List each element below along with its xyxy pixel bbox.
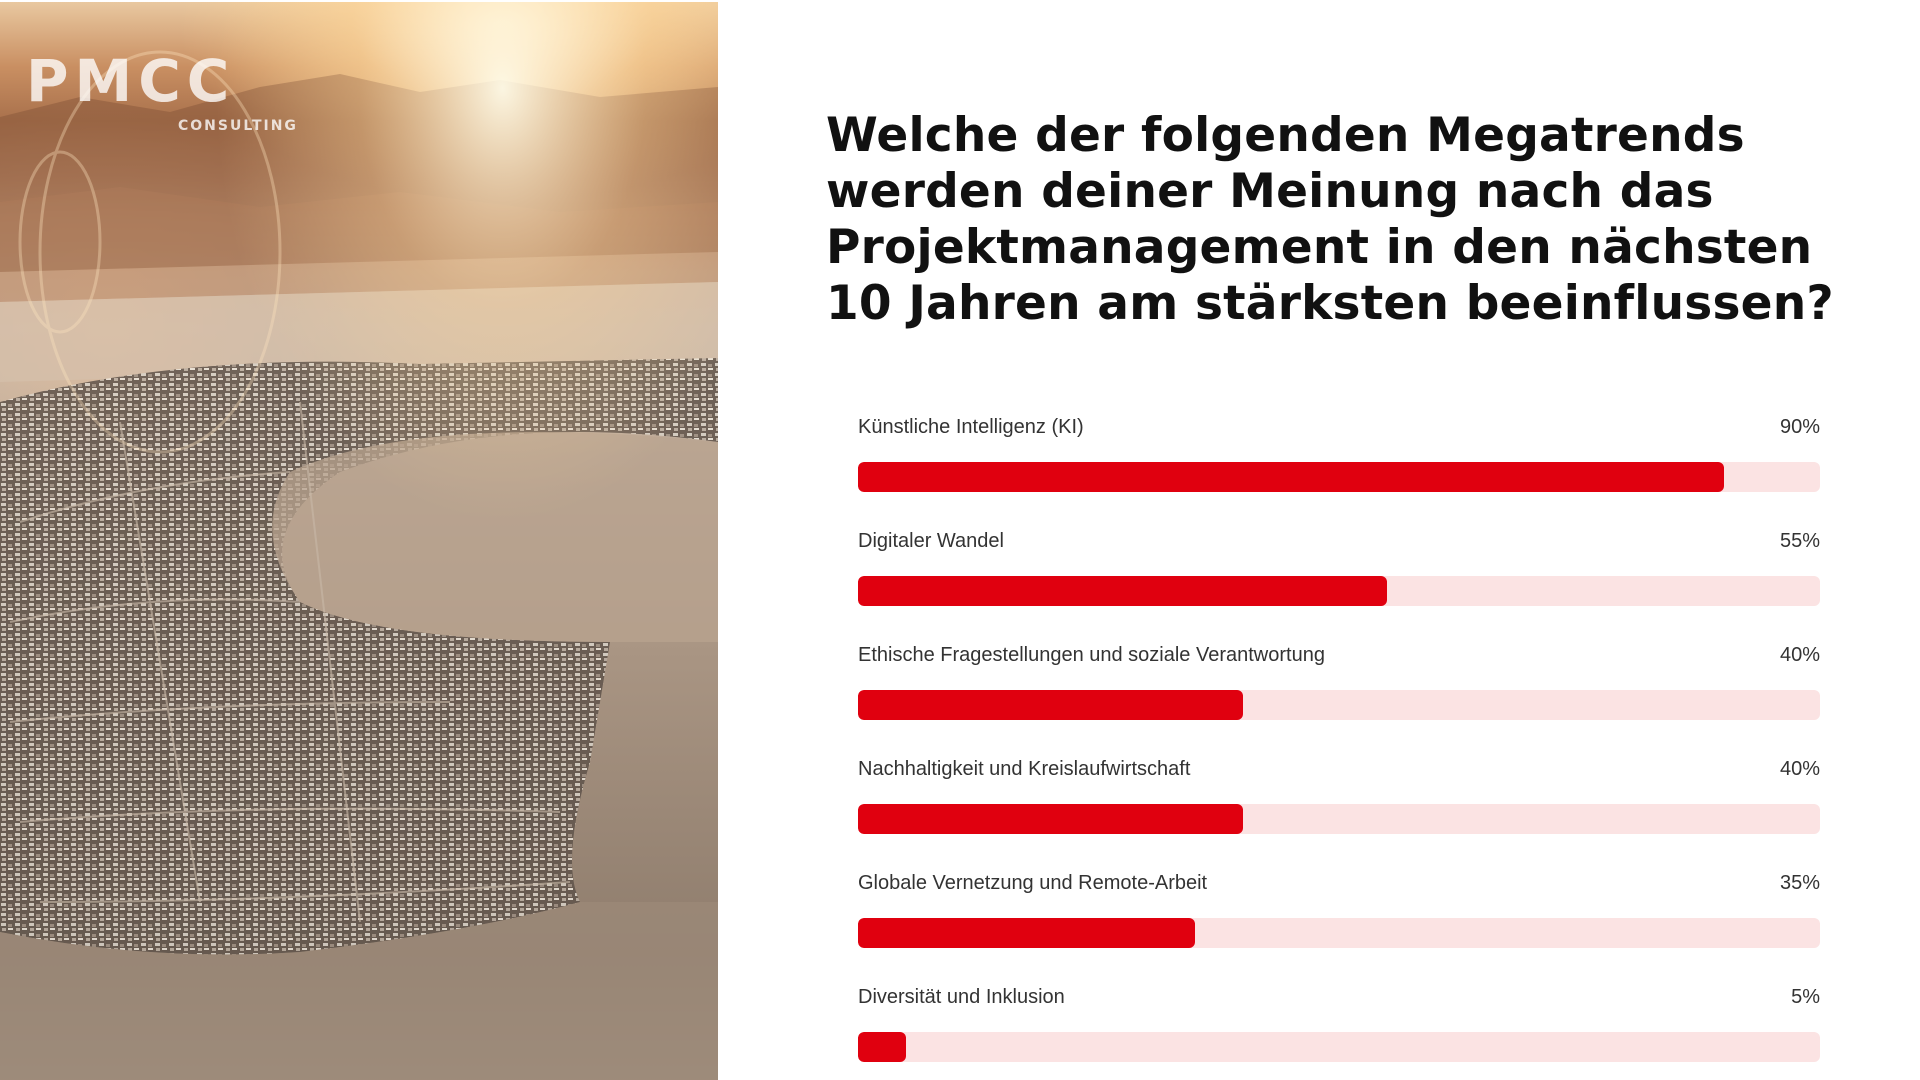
bar-value-label: 5% [1791, 986, 1820, 1008]
bar-fill [858, 690, 1243, 720]
bar-label: Globale Vernetzung und Remote-Arbeit [858, 872, 1208, 894]
bar-chart: Künstliche Intelligenz (KI) 90% Digitaler … [858, 410, 1820, 1080]
logo-wordmark: PMCC [26, 47, 236, 115]
bar-label: Nachhaltigkeit und Kreislaufwirtschaft [858, 758, 1191, 780]
bar-row: Globale Vernetzung und Remote-Arbeit 35% [858, 866, 1820, 980]
bar-fill [858, 576, 1388, 606]
bar-row: Ethische Fragestellungen und soziale Ver… [858, 638, 1820, 752]
bar-value-label: 40% [1779, 758, 1820, 780]
bar-track [858, 576, 1820, 606]
bar-value-label: 90% [1779, 416, 1820, 438]
bar-label: Ethische Fragestellungen und soziale Ver… [858, 644, 1325, 666]
bar-track [858, 690, 1820, 720]
bar-label: Digitaler Wandel [858, 530, 1004, 552]
bar-row: Künstliche Intelligenz (KI) 90% [858, 410, 1820, 524]
logo-subtext: CONSULTING [178, 118, 298, 134]
bar-row: Nachhaltigkeit und Kreislaufwirtschaft 40… [858, 752, 1820, 866]
bar-track [858, 462, 1820, 492]
bar-track [858, 804, 1820, 834]
bar-row: Digitaler Wandel 55% [858, 524, 1820, 638]
bar-fill [858, 462, 1724, 492]
bar-fill [858, 1032, 907, 1062]
bar-label: Künstliche Intelligenz (KI) [858, 416, 1084, 438]
bar-fill [858, 804, 1243, 834]
question-title: Welche der folgenden Megatrends werden d… [826, 108, 1834, 331]
bar-track [858, 918, 1820, 948]
bar-value-label: 40% [1779, 644, 1820, 666]
bar-value-label: 35% [1779, 872, 1820, 894]
aerial-photo-illustration [0, 2, 718, 1080]
bar-fill [858, 918, 1195, 948]
aerial-photo: PMCC CONSULTING [0, 2, 718, 1080]
bar-track [858, 1032, 1820, 1062]
bar-value-label: 55% [1779, 530, 1820, 552]
bar-row: Diversität und Inklusion 5% [858, 980, 1820, 1080]
bar-label: Diversität und Inklusion [858, 986, 1065, 1008]
pmcc-logo: PMCC CONSULTING [26, 47, 296, 134]
